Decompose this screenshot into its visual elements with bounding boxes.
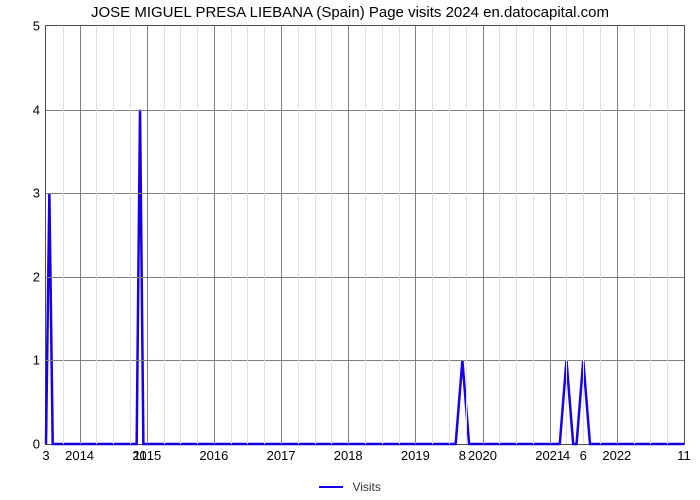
gridline-vertical-minor — [264, 26, 265, 444]
y-axis-tick-label: 4 — [33, 102, 40, 117]
x-axis-secondary-label: 4 — [563, 448, 570, 463]
x-axis-secondary-label: 8 — [459, 448, 466, 463]
gridline-vertical-minor — [432, 26, 433, 444]
gridline-vertical-major — [415, 26, 416, 444]
gridline-vertical-major — [550, 26, 551, 444]
gridline-vertical-major — [617, 26, 618, 444]
gridline-vertical-minor — [63, 26, 64, 444]
gridline-vertical-minor — [382, 26, 383, 444]
gridline-vertical-minor — [399, 26, 400, 444]
gridline-vertical-minor — [516, 26, 517, 444]
gridline-vertical-major — [483, 26, 484, 444]
plot-area: 0123452014201520162017201820192020202120… — [45, 25, 685, 445]
gridline-vertical-minor — [197, 26, 198, 444]
x-axis-tick-label: 2016 — [199, 448, 228, 463]
gridline-vertical-minor — [533, 26, 534, 444]
gridline-vertical-minor — [298, 26, 299, 444]
gridline-vertical-minor — [113, 26, 114, 444]
legend-label: Visits — [352, 480, 380, 494]
gridline-vertical-minor — [600, 26, 601, 444]
gridline-vertical-minor — [634, 26, 635, 444]
x-axis-tick-label: 2017 — [267, 448, 296, 463]
chart-legend: Visits — [0, 479, 700, 494]
x-axis-tick-label: 2022 — [602, 448, 631, 463]
gridline-vertical-minor — [247, 26, 248, 444]
x-axis-secondary-label: 11 — [133, 448, 147, 463]
y-axis-tick-label: 2 — [33, 269, 40, 284]
x-axis-secondary-label: 3 — [42, 448, 49, 463]
gridline-vertical-minor — [365, 26, 366, 444]
gridline-vertical-minor — [449, 26, 450, 444]
x-axis-tick-label: 2014 — [65, 448, 94, 463]
gridline-vertical-minor — [164, 26, 165, 444]
gridline-vertical-minor — [331, 26, 332, 444]
legend-swatch — [319, 486, 343, 488]
gridline-vertical-minor — [499, 26, 500, 444]
gridline-vertical-major — [281, 26, 282, 444]
gridline-vertical-major — [214, 26, 215, 444]
y-axis-tick-label: 0 — [33, 437, 40, 452]
gridline-vertical-major — [147, 26, 148, 444]
gridline-vertical-minor — [667, 26, 668, 444]
gridline-vertical-minor — [650, 26, 651, 444]
gridline-vertical-major — [80, 26, 81, 444]
y-axis-tick-label: 5 — [33, 19, 40, 34]
gridline-vertical-minor — [130, 26, 131, 444]
gridline-vertical-minor — [315, 26, 316, 444]
gridline-vertical-minor — [566, 26, 567, 444]
chart-title: JOSE MIGUEL PRESA LIEBANA (Spain) Page v… — [0, 4, 700, 21]
gridline-vertical-minor — [180, 26, 181, 444]
gridline-vertical-minor — [96, 26, 97, 444]
chart-container: JOSE MIGUEL PRESA LIEBANA (Spain) Page v… — [0, 0, 700, 500]
x-axis-tick-label: 2018 — [334, 448, 363, 463]
gridline-vertical-major — [348, 26, 349, 444]
x-axis-tick-label: 2020 — [468, 448, 497, 463]
gridline-vertical-minor — [583, 26, 584, 444]
y-axis-tick-label: 3 — [33, 186, 40, 201]
x-axis-tick-label: 2021 — [535, 448, 564, 463]
gridline-vertical-minor — [466, 26, 467, 444]
y-axis-tick-label: 1 — [33, 353, 40, 368]
x-axis-secondary-label: 11 — [677, 448, 691, 463]
x-axis-secondary-label: 6 — [580, 448, 587, 463]
x-axis-tick-label: 2019 — [401, 448, 430, 463]
gridline-vertical-minor — [231, 26, 232, 444]
